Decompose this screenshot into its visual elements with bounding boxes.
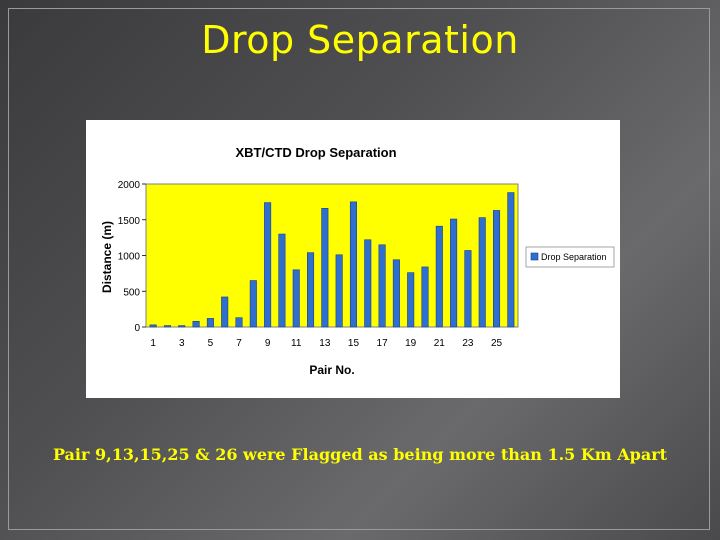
bar-pair-17 (378, 244, 386, 328)
legend-box (525, 246, 615, 268)
chart-title: XBT/CTD Drop Separation (235, 145, 396, 160)
bar-pair-9 (264, 202, 272, 328)
y-tick-label: 500 (123, 287, 140, 298)
bar-pair-2 (163, 325, 171, 328)
legend: Drop Separation (525, 246, 615, 268)
y-tick-label: 2000 (118, 180, 141, 191)
bar-pair-7 (235, 317, 243, 328)
bar-series (149, 192, 515, 328)
bar-pair-21 (435, 225, 443, 328)
x-tick-label: 15 (348, 338, 360, 349)
bar-pair-8 (249, 280, 257, 328)
bar-pair-10 (278, 233, 286, 328)
plot-area (145, 183, 519, 328)
x-tick-label: 13 (319, 338, 331, 349)
x-axis: 1 3 5 7 9 11 13 15 17 19 21 23 25 (150, 338, 502, 349)
x-tick-label: 3 (179, 338, 185, 349)
bar-pair-3 (178, 325, 186, 328)
bar-pair-13 (321, 208, 329, 328)
bar-pair-4 (192, 320, 200, 328)
y-tick-label: 1500 (118, 216, 141, 227)
y-tick-label: 0 (134, 323, 140, 334)
x-tick-label: 5 (208, 338, 214, 349)
slide-title: Drop Separation (201, 18, 519, 62)
x-tick-label: 25 (491, 338, 503, 349)
bar-pair-11 (292, 269, 300, 328)
bar-pair-24 (478, 217, 486, 328)
bar-pair-19 (407, 272, 415, 328)
bar-chart: XBT/CTD Drop Separation 0 500 1000 1500 2000… (100, 145, 615, 377)
legend-swatch (530, 252, 539, 261)
legend-label: Drop Separation (541, 252, 607, 262)
bar-pair-1 (149, 324, 157, 328)
x-tick-label: 7 (236, 338, 242, 349)
slide-frame (8, 8, 710, 530)
bar-pair-23 (464, 250, 472, 328)
x-axis-label: Pair No. (309, 363, 354, 377)
x-tick-label: 9 (265, 338, 271, 349)
bar-pair-26 (507, 192, 515, 328)
x-tick-label: 21 (434, 338, 446, 349)
x-tick-label: 17 (377, 338, 389, 349)
y-tick-label: 1000 (118, 252, 141, 263)
chart-card: XBT/CTD Drop Separation 0 500 1000 1500 2000… (86, 120, 620, 398)
x-tick-label: 19 (405, 338, 417, 349)
bar-pair-15 (349, 201, 357, 328)
bar-pair-14 (335, 254, 343, 328)
bar-pair-18 (392, 259, 400, 328)
bar-pair-22 (450, 218, 458, 328)
x-tick-label: 23 (462, 338, 474, 349)
bar-pair-12 (307, 252, 315, 328)
slide-caption: Pair 9,13,15,25 & 26 were Flagged as bei… (52, 445, 668, 464)
y-axis: 0 500 1000 1500 2000 (118, 180, 146, 334)
bar-pair-6 (221, 296, 229, 328)
bar-pair-25 (493, 210, 501, 328)
bar-pair-5 (206, 318, 214, 328)
y-axis-label: Distance (m) (100, 221, 114, 293)
x-tick-label: 11 (291, 338, 302, 349)
bar-pair-20 (421, 266, 429, 328)
x-tick-label: 1 (150, 338, 156, 349)
bar-pair-16 (364, 239, 372, 328)
